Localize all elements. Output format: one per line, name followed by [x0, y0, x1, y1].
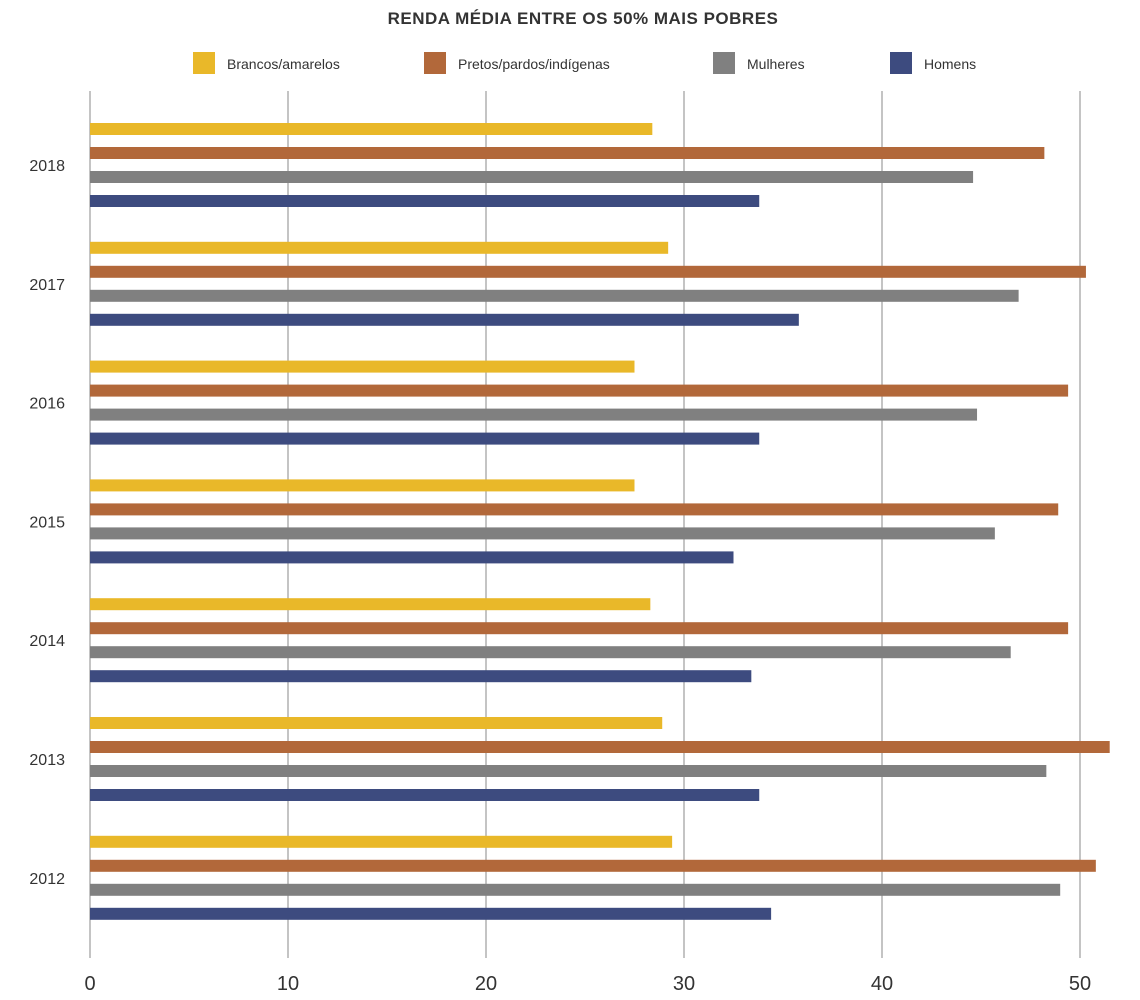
bar-2014-0 — [90, 598, 651, 611]
bar-2016-2 — [90, 408, 978, 421]
category-label-2015: 2015 — [29, 514, 65, 531]
x-tick-label-0: 0 — [84, 973, 95, 995]
bar-2016-1 — [90, 384, 1069, 397]
category-label-2014: 2014 — [29, 633, 65, 650]
legend-label-0: Brancos/amarelos — [227, 56, 340, 72]
x-tick-labels: 0 10 20 30 40 50 — [84, 973, 1091, 995]
category-label-2012: 2012 — [29, 871, 65, 888]
x-tick-label-50: 50 — [1069, 973, 1091, 995]
x-tick-label-20: 20 — [475, 973, 497, 995]
bar-2017-2 — [90, 289, 1019, 302]
legend-swatch-0 — [193, 52, 215, 74]
bar-2012-3 — [90, 907, 772, 920]
bar-2015-1 — [90, 503, 1059, 516]
legend-label-3: Homens — [924, 56, 976, 72]
legend-label-1: Pretos/pardos/indígenas — [458, 56, 610, 72]
bar-2013-1 — [90, 741, 1110, 753]
x-tick-label-10: 10 — [277, 973, 299, 995]
bar-2012-2 — [90, 883, 1061, 896]
bar-2012-0 — [90, 835, 673, 848]
category-label-2017: 2017 — [29, 277, 65, 294]
legend-swatch-3 — [890, 52, 912, 74]
chart-title: RENDA MÉDIA ENTRE OS 50% MAIS POBRES — [388, 9, 779, 28]
category-labels: 2018 2017 2016 2015 2014 2013 2012 — [29, 158, 65, 888]
bar-2013-0 — [90, 717, 663, 729]
category-label-2018: 2018 — [29, 158, 65, 175]
bar-2017-0 — [90, 241, 669, 254]
bar-2014-3 — [90, 670, 752, 683]
bar-2012-1 — [90, 859, 1096, 872]
x-tick-label-40: 40 — [871, 973, 893, 995]
bar-2015-2 — [90, 527, 995, 540]
bar-2014-1 — [90, 622, 1069, 635]
bar-2018-0 — [90, 123, 653, 135]
bar-2018-1 — [90, 147, 1045, 159]
bar-2018-2 — [90, 171, 974, 183]
x-tick-label-30: 30 — [673, 973, 695, 995]
gridlines — [89, 91, 1081, 958]
legend-label-2: Mulheres — [747, 56, 805, 72]
legend: Brancos/amarelos Pretos/pardos/indígenas M… — [193, 52, 976, 74]
bar-2014-2 — [90, 646, 1011, 659]
bar-2013-2 — [90, 765, 1047, 777]
bar-2015-3 — [90, 551, 734, 564]
legend-swatch-2 — [713, 52, 735, 74]
bar-2013-3 — [90, 789, 760, 801]
legend-swatch-1 — [424, 52, 446, 74]
bar-2016-3 — [90, 432, 760, 445]
bars — [90, 123, 1110, 920]
category-label-2013: 2013 — [29, 752, 65, 769]
bar-2017-1 — [90, 265, 1086, 278]
bar-2016-0 — [90, 360, 635, 373]
bar-2015-0 — [90, 479, 635, 492]
bar-2018-3 — [90, 195, 760, 207]
category-label-2016: 2016 — [29, 396, 65, 413]
bar-2017-3 — [90, 313, 799, 326]
